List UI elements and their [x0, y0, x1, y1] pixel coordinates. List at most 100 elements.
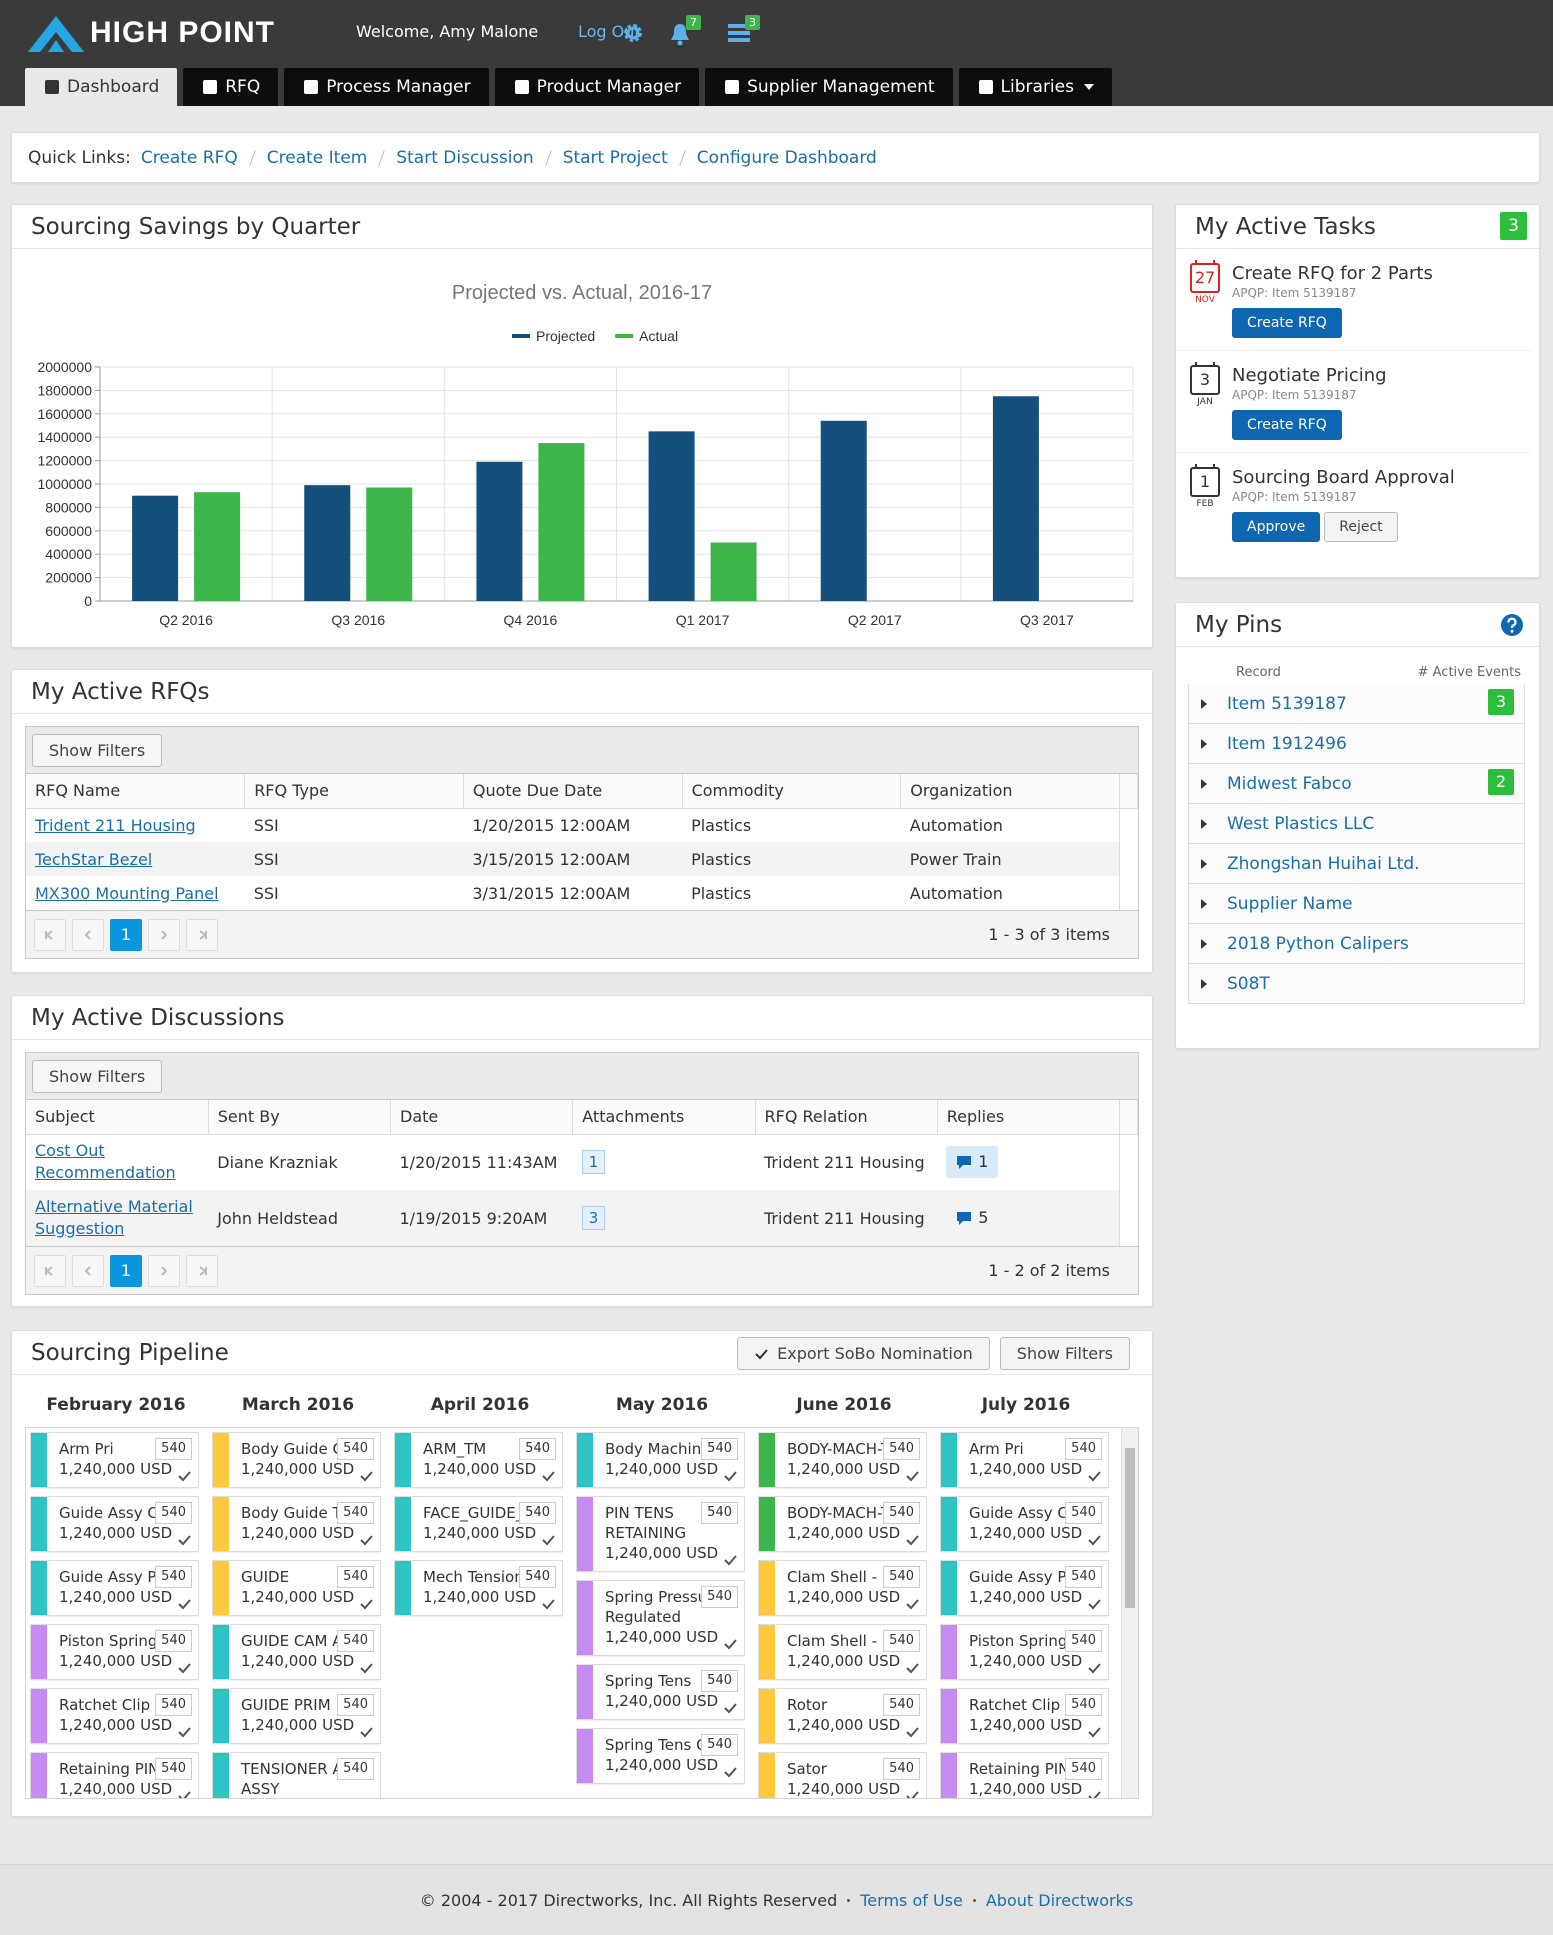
expand-arrow[interactable] — [1201, 698, 1207, 709]
pipeline-button[interactable]: Export SoBo Nomination — [737, 1337, 990, 1370]
pin-row[interactable]: Item 5139187 3 — [1188, 684, 1525, 724]
attachment-count[interactable]: 3 — [581, 1206, 606, 1230]
quick-link[interactable]: Start Project — [562, 147, 668, 168]
pin-link[interactable]: West Plastics LLC — [1227, 813, 1375, 834]
nav-tab[interactable]: Process Manager — [284, 68, 489, 106]
filter-button[interactable]: Show Filters — [32, 734, 163, 767]
pager-button[interactable] — [148, 1254, 180, 1287]
pipeline-card[interactable]: Arm Pri 1,240,000 USD 540 — [940, 1432, 1109, 1488]
pin-link[interactable]: Supplier Name — [1227, 893, 1353, 914]
scrollbar[interactable] — [1121, 1428, 1138, 1798]
scroll-thumb[interactable] — [1125, 1448, 1135, 1608]
pipeline-card[interactable]: Piston Spring 1,240,000 USD 540 — [940, 1624, 1109, 1680]
column-header[interactable]: RFQ Relation — [755, 1100, 938, 1135]
expand-arrow[interactable] — [1201, 858, 1207, 869]
pin-row[interactable]: West Plastics LLC — [1188, 804, 1525, 844]
pager-button[interactable] — [72, 1254, 104, 1287]
pipeline-card[interactable]: Spring Tens 1,240,000 USD 540 — [576, 1664, 745, 1720]
pipeline-card[interactable]: Sator 1,240,000 USD 540 — [758, 1752, 927, 1798]
quick-link[interactable]: Configure Dashboard — [696, 147, 877, 168]
pager-button[interactable] — [34, 918, 66, 951]
pipeline-card[interactable]: Ratchet Clip 1,240,000 USD 540 — [30, 1688, 199, 1744]
expand-arrow[interactable] — [1201, 778, 1207, 789]
pipeline-card[interactable]: Body Guide Ca 1,240,000 USD 540 — [212, 1432, 381, 1488]
expand-arrow[interactable] — [1201, 818, 1207, 829]
discussion-link[interactable]: Alternative Material Suggestion — [35, 1197, 193, 1238]
alerts-icon[interactable] — [668, 22, 692, 46]
pin-row[interactable]: Supplier Name — [1188, 884, 1525, 924]
pipeline-card[interactable]: Rotor 1,240,000 USD 540 — [758, 1688, 927, 1744]
pin-row[interactable]: Zhongshan Huihai Ltd. — [1188, 844, 1525, 884]
rfq-link[interactable]: Trident 211 Housing — [35, 815, 196, 835]
brand[interactable]: HIGH POINT — [90, 16, 276, 49]
pipeline-card[interactable]: GUIDE CAM AS 1,240,000 USD 540 — [212, 1624, 381, 1680]
column-header[interactable]: Sent By — [208, 1100, 392, 1135]
footer-link[interactable]: About Directworks — [985, 1890, 1134, 1910]
messages-icon[interactable] — [728, 24, 752, 44]
pin-link[interactable]: Midwest Fabco — [1227, 773, 1352, 794]
pipeline-card[interactable]: GUIDE PRIM 1,240,000 USD 540 — [212, 1688, 381, 1744]
pager-button[interactable] — [148, 918, 180, 951]
task-button[interactable]: Approve — [1232, 512, 1321, 542]
reply-count[interactable]: 5 — [946, 1202, 998, 1234]
attachment-count[interactable]: 1 — [581, 1150, 606, 1175]
pipeline-card[interactable]: Piston Spring 1,240,000 USD 540 — [30, 1624, 199, 1680]
expand-arrow[interactable] — [1201, 738, 1207, 749]
task-button[interactable]: Reject — [1324, 512, 1398, 542]
pin-link[interactable]: Item 1912496 — [1227, 733, 1347, 754]
nav-tab[interactable]: RFQ — [183, 68, 279, 106]
pipeline-card[interactable]: GUIDE 1,240,000 USD 540 — [212, 1560, 381, 1616]
pin-row[interactable]: Midwest Fabco 2 — [1188, 764, 1525, 804]
discussion-link[interactable]: Cost Out Recommendation — [35, 1141, 176, 1183]
column-header[interactable]: Replies — [937, 1100, 1121, 1135]
nav-tab[interactable]: Supplier Management — [705, 68, 953, 106]
nav-tab[interactable]: Product Manager — [494, 68, 700, 106]
filter-button[interactable]: Show Filters — [32, 1060, 163, 1093]
quick-link[interactable]: Create Item — [266, 147, 368, 168]
reply-count[interactable]: 1 — [946, 1146, 999, 1179]
pipeline-card[interactable]: Body Machine 1,240,000 USD 540 — [576, 1432, 745, 1488]
column-header[interactable]: Quote Due Date — [463, 774, 683, 809]
pin-link[interactable]: Item 5139187 — [1227, 693, 1347, 714]
pin-link[interactable]: Zhongshan Huihai Ltd. — [1227, 853, 1420, 874]
pipeline-card[interactable]: BODY-MACH-T 1,240,000 USD 540 — [758, 1432, 927, 1488]
nav-tab[interactable]: Libraries — [958, 68, 1112, 106]
pipeline-card[interactable]: Guide Assy Ca 1,240,000 USD 540 — [940, 1496, 1109, 1552]
pipeline-button[interactable]: Show Filters — [999, 1337, 1130, 1370]
pipeline-card[interactable]: Guide Assy Ca 1,240,000 USD 540 — [30, 1496, 199, 1552]
pin-link[interactable]: S08T — [1227, 973, 1270, 994]
expand-arrow[interactable] — [1201, 938, 1207, 949]
pipeline-card[interactable]: Retaining PIN 1,240,000 USD 540 — [940, 1752, 1109, 1798]
pipeline-card[interactable]: Body Guide Te 1,240,000 USD 540 — [212, 1496, 381, 1552]
help-icon[interactable] — [1501, 614, 1523, 636]
page-number[interactable]: 1 — [110, 1254, 142, 1287]
settings-icon[interactable] — [622, 22, 644, 44]
pager-button[interactable] — [186, 1254, 218, 1287]
pipeline-card[interactable]: Ratchet Clip 1,240,000 USD 540 — [940, 1688, 1109, 1744]
pin-row[interactable]: Item 1912496 — [1188, 724, 1525, 764]
pipeline-card[interactable]: FACE_GUIDE_V 1,240,000 USD 540 — [394, 1496, 563, 1552]
expand-arrow[interactable] — [1201, 898, 1207, 909]
pipeline-card[interactable]: PIN TENS RETAINING 1,240,000 USD 540 — [576, 1496, 745, 1572]
footer-link[interactable]: Terms of Use — [860, 1890, 963, 1910]
pin-link[interactable]: 2018 Python Calipers — [1227, 933, 1409, 954]
column-header[interactable]: RFQ Type — [244, 774, 464, 809]
page-number[interactable]: 1 — [110, 918, 142, 951]
column-header[interactable]: Date — [390, 1100, 574, 1135]
pin-row[interactable]: S08T — [1188, 964, 1525, 1004]
pager-button[interactable] — [34, 1254, 66, 1287]
pipeline-card[interactable]: Guide Assy PR 1,240,000 USD 540 — [30, 1560, 199, 1616]
pipeline-card[interactable]: ARM_TM 1,240,000 USD 540 — [394, 1432, 563, 1488]
pager-button[interactable] — [186, 918, 218, 951]
nav-tab[interactable]: Dashboard — [25, 68, 178, 106]
column-header[interactable]: RFQ Name — [26, 774, 246, 809]
pipeline-card[interactable]: Retaining PIN 1,240,000 USD 540 — [30, 1752, 199, 1798]
pipeline-card[interactable]: Clam Shell - U 1,240,000 USD 540 — [758, 1624, 927, 1680]
pipeline-card[interactable]: Arm Pri 1,240,000 USD 540 — [30, 1432, 199, 1488]
column-header[interactable]: Commodity — [682, 774, 902, 809]
pin-row[interactable]: 2018 Python Calipers — [1188, 924, 1525, 964]
pipeline-card[interactable]: Mech Tensione 1,240,000 USD 540 — [394, 1560, 563, 1616]
pipeline-card[interactable]: Spring Tens Of 1,240,000 USD 540 — [576, 1728, 745, 1784]
quick-link[interactable]: Create RFQ — [140, 147, 238, 168]
